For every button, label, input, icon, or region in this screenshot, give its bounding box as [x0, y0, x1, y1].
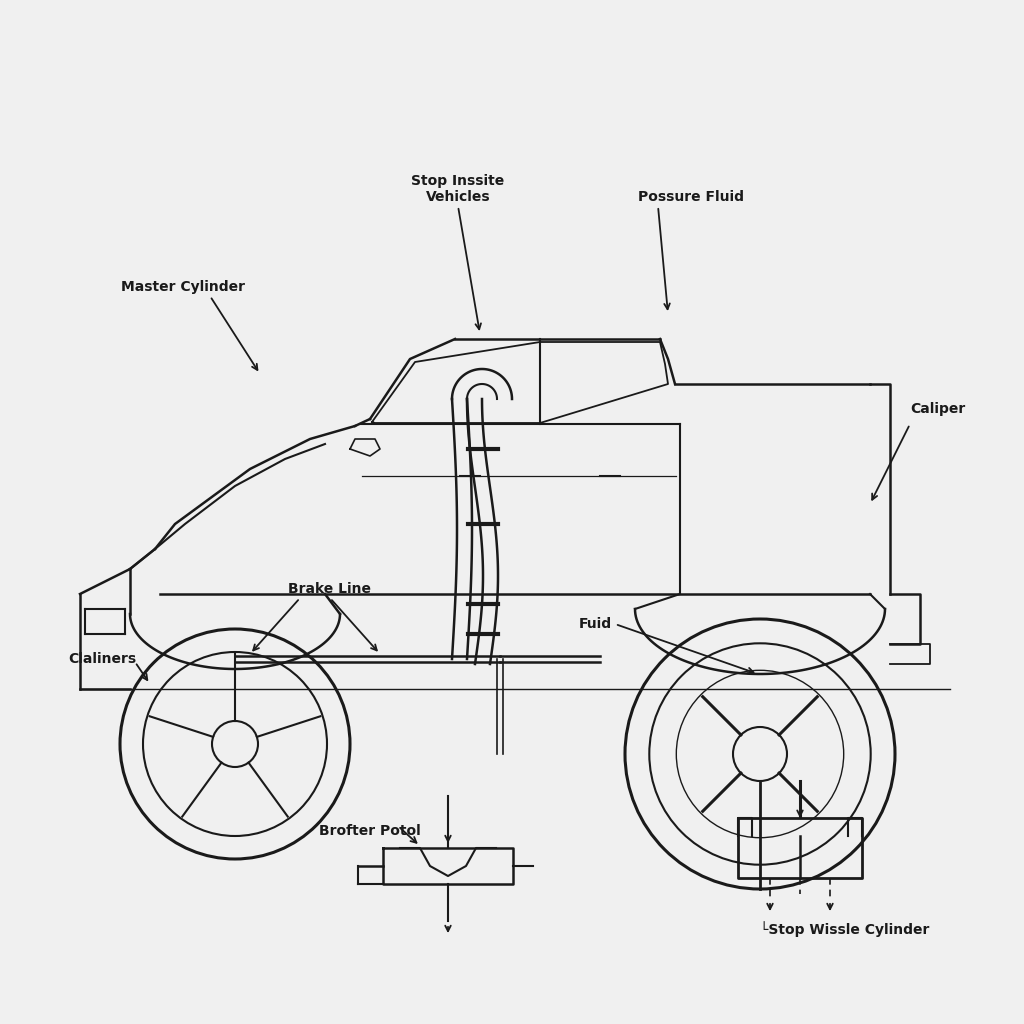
Text: Brofter Potol: Brofter Potol — [319, 824, 421, 838]
Text: Possure Fluid: Possure Fluid — [638, 190, 744, 204]
Text: Caliper: Caliper — [910, 402, 966, 416]
Text: Master Cylinder: Master Cylinder — [121, 280, 245, 294]
Text: Stop Inssite
Vehicles: Stop Inssite Vehicles — [412, 174, 505, 204]
Text: └Stop Wissle Cylinder: └Stop Wissle Cylinder — [760, 921, 930, 937]
Text: Claliners: Claliners — [68, 652, 136, 666]
Text: Fuid: Fuid — [579, 617, 612, 631]
Text: Brake Line: Brake Line — [289, 582, 372, 596]
